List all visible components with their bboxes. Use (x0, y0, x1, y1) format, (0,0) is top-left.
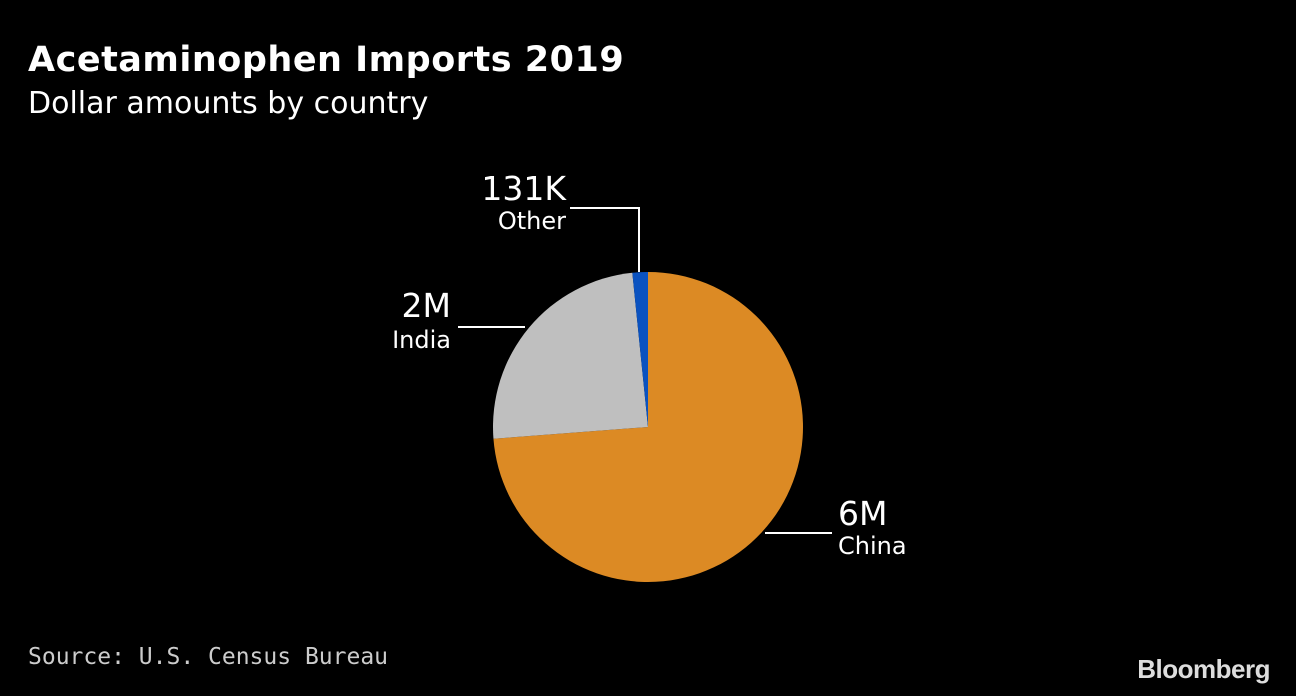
data-label-china-value: 6M (838, 494, 888, 533)
data-label-china-category: China (838, 532, 907, 560)
data-label-india-category: India (392, 326, 451, 354)
leader-line-other (570, 207, 640, 272)
chart-title: Acetaminophen Imports 2019 (28, 40, 625, 80)
data-label-other-value: 131K (481, 169, 566, 208)
chart-subtitle: Dollar amounts by country (28, 86, 429, 121)
data-label-india-value: 2M (401, 286, 451, 325)
pie-slice-india (493, 272, 648, 439)
pie-slice-china (493, 272, 803, 583)
data-label-other-category: Other (497, 207, 566, 235)
pie-slice-other (632, 272, 648, 427)
source-note: Source: U.S. Census Bureau (28, 644, 389, 670)
bloomberg-logo: Bloomberg (1137, 654, 1270, 684)
